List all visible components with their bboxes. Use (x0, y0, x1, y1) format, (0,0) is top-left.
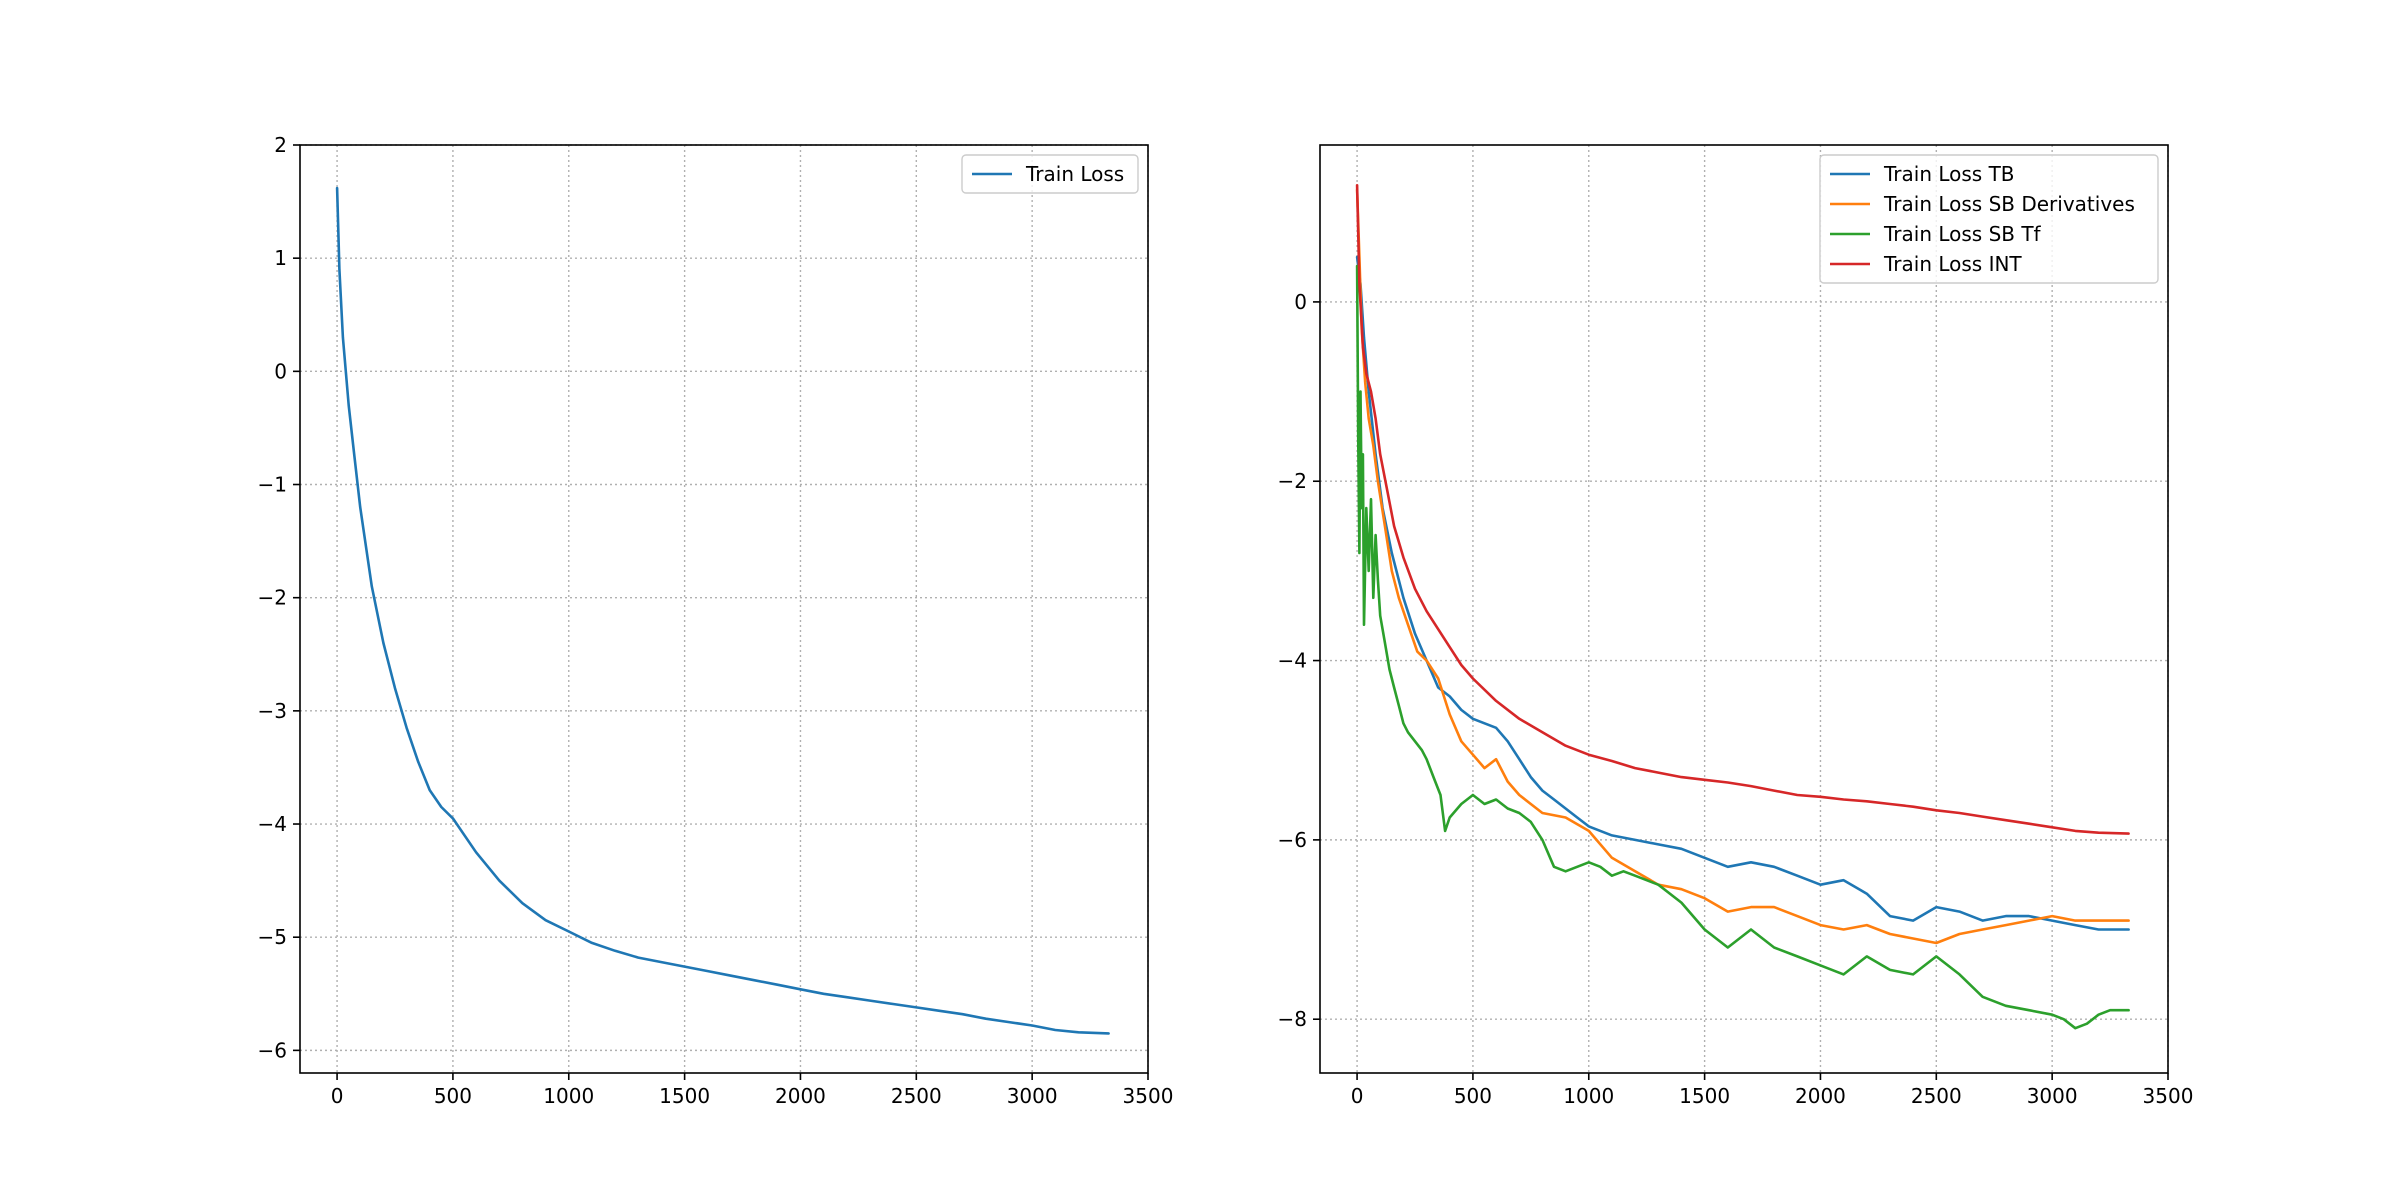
x-tick-label: 0 (1351, 1084, 1364, 1108)
y-tick-label: −6 (1278, 828, 1307, 852)
left-loss-plot: 0 500 1000 1500 2000 2500 3000 3500 −6 −5 −4 −3 −2 −1… (258, 133, 1174, 1108)
x-tick-label: 500 (434, 1084, 472, 1108)
y-tick-label: 1 (274, 246, 287, 270)
x-tick-label: 1500 (1679, 1084, 1730, 1108)
plot-frame (1319, 144, 2169, 1074)
legend-label: Train Loss (1025, 162, 1124, 186)
series-line-train-loss (335, 186, 1110, 1035)
legend: Train Loss TB Train Loss SB Derivatives Tr… (1819, 154, 2159, 284)
y-tick-label: −4 (1278, 649, 1307, 673)
y-tick-label: 2 (274, 133, 287, 157)
x-tick-label: 3000 (1007, 1084, 1058, 1108)
y-tick-label: −8 (1278, 1007, 1307, 1031)
y-tick-label: −2 (1278, 469, 1307, 493)
y-tick-label: −1 (258, 473, 287, 497)
y-tick-label: −3 (258, 699, 287, 723)
legend: Train Loss (961, 154, 1139, 194)
legend-label: Train Loss SB Tf (1883, 222, 2042, 246)
series-line-train-loss-sb-derivatives (1355, 188, 2130, 945)
x-tick-label: 1000 (543, 1084, 594, 1108)
x-tick-label: 2500 (1911, 1084, 1962, 1108)
x-tick-label: 3500 (1123, 1084, 1174, 1108)
right-loss-plot: 0 500 1000 1500 2000 2500 3000 3500 −8 −6 −4 −2 0 Tra… (1278, 144, 2194, 1108)
y-tick-label: −2 (258, 586, 287, 610)
x-tick-label: 2000 (1795, 1084, 1846, 1108)
x-tick-label: 0 (331, 1084, 344, 1108)
series-line-train-loss-int (1355, 184, 2130, 835)
x-tick-label: 3500 (2143, 1084, 2194, 1108)
legend-box (961, 154, 1139, 194)
x-tick-label: 1500 (659, 1084, 710, 1108)
y-tick-label: −5 (258, 925, 287, 949)
y-tick-label: −4 (258, 812, 287, 836)
y-tick-label: 0 (274, 359, 287, 383)
x-tick-label: 3000 (2027, 1084, 2078, 1108)
legend-label: Train Loss SB Derivatives (1883, 192, 2135, 216)
x-tick-label: 2000 (775, 1084, 826, 1108)
legend-box (1819, 154, 2159, 284)
series-line-train-loss-sb-tf (1355, 264, 2130, 1030)
x-tick-label: 2500 (891, 1084, 942, 1108)
series-line-train-loss-tb (1355, 255, 2130, 931)
x-tick-label: 500 (1454, 1084, 1492, 1108)
legend-label: Train Loss INT (1883, 252, 2022, 276)
plot-frame (299, 144, 1149, 1074)
x-tick-label: 1000 (1563, 1084, 1614, 1108)
legend-label: Train Loss TB (1883, 162, 2015, 186)
y-tick-label: 0 (1294, 290, 1307, 314)
y-tick-label: −6 (258, 1038, 287, 1062)
